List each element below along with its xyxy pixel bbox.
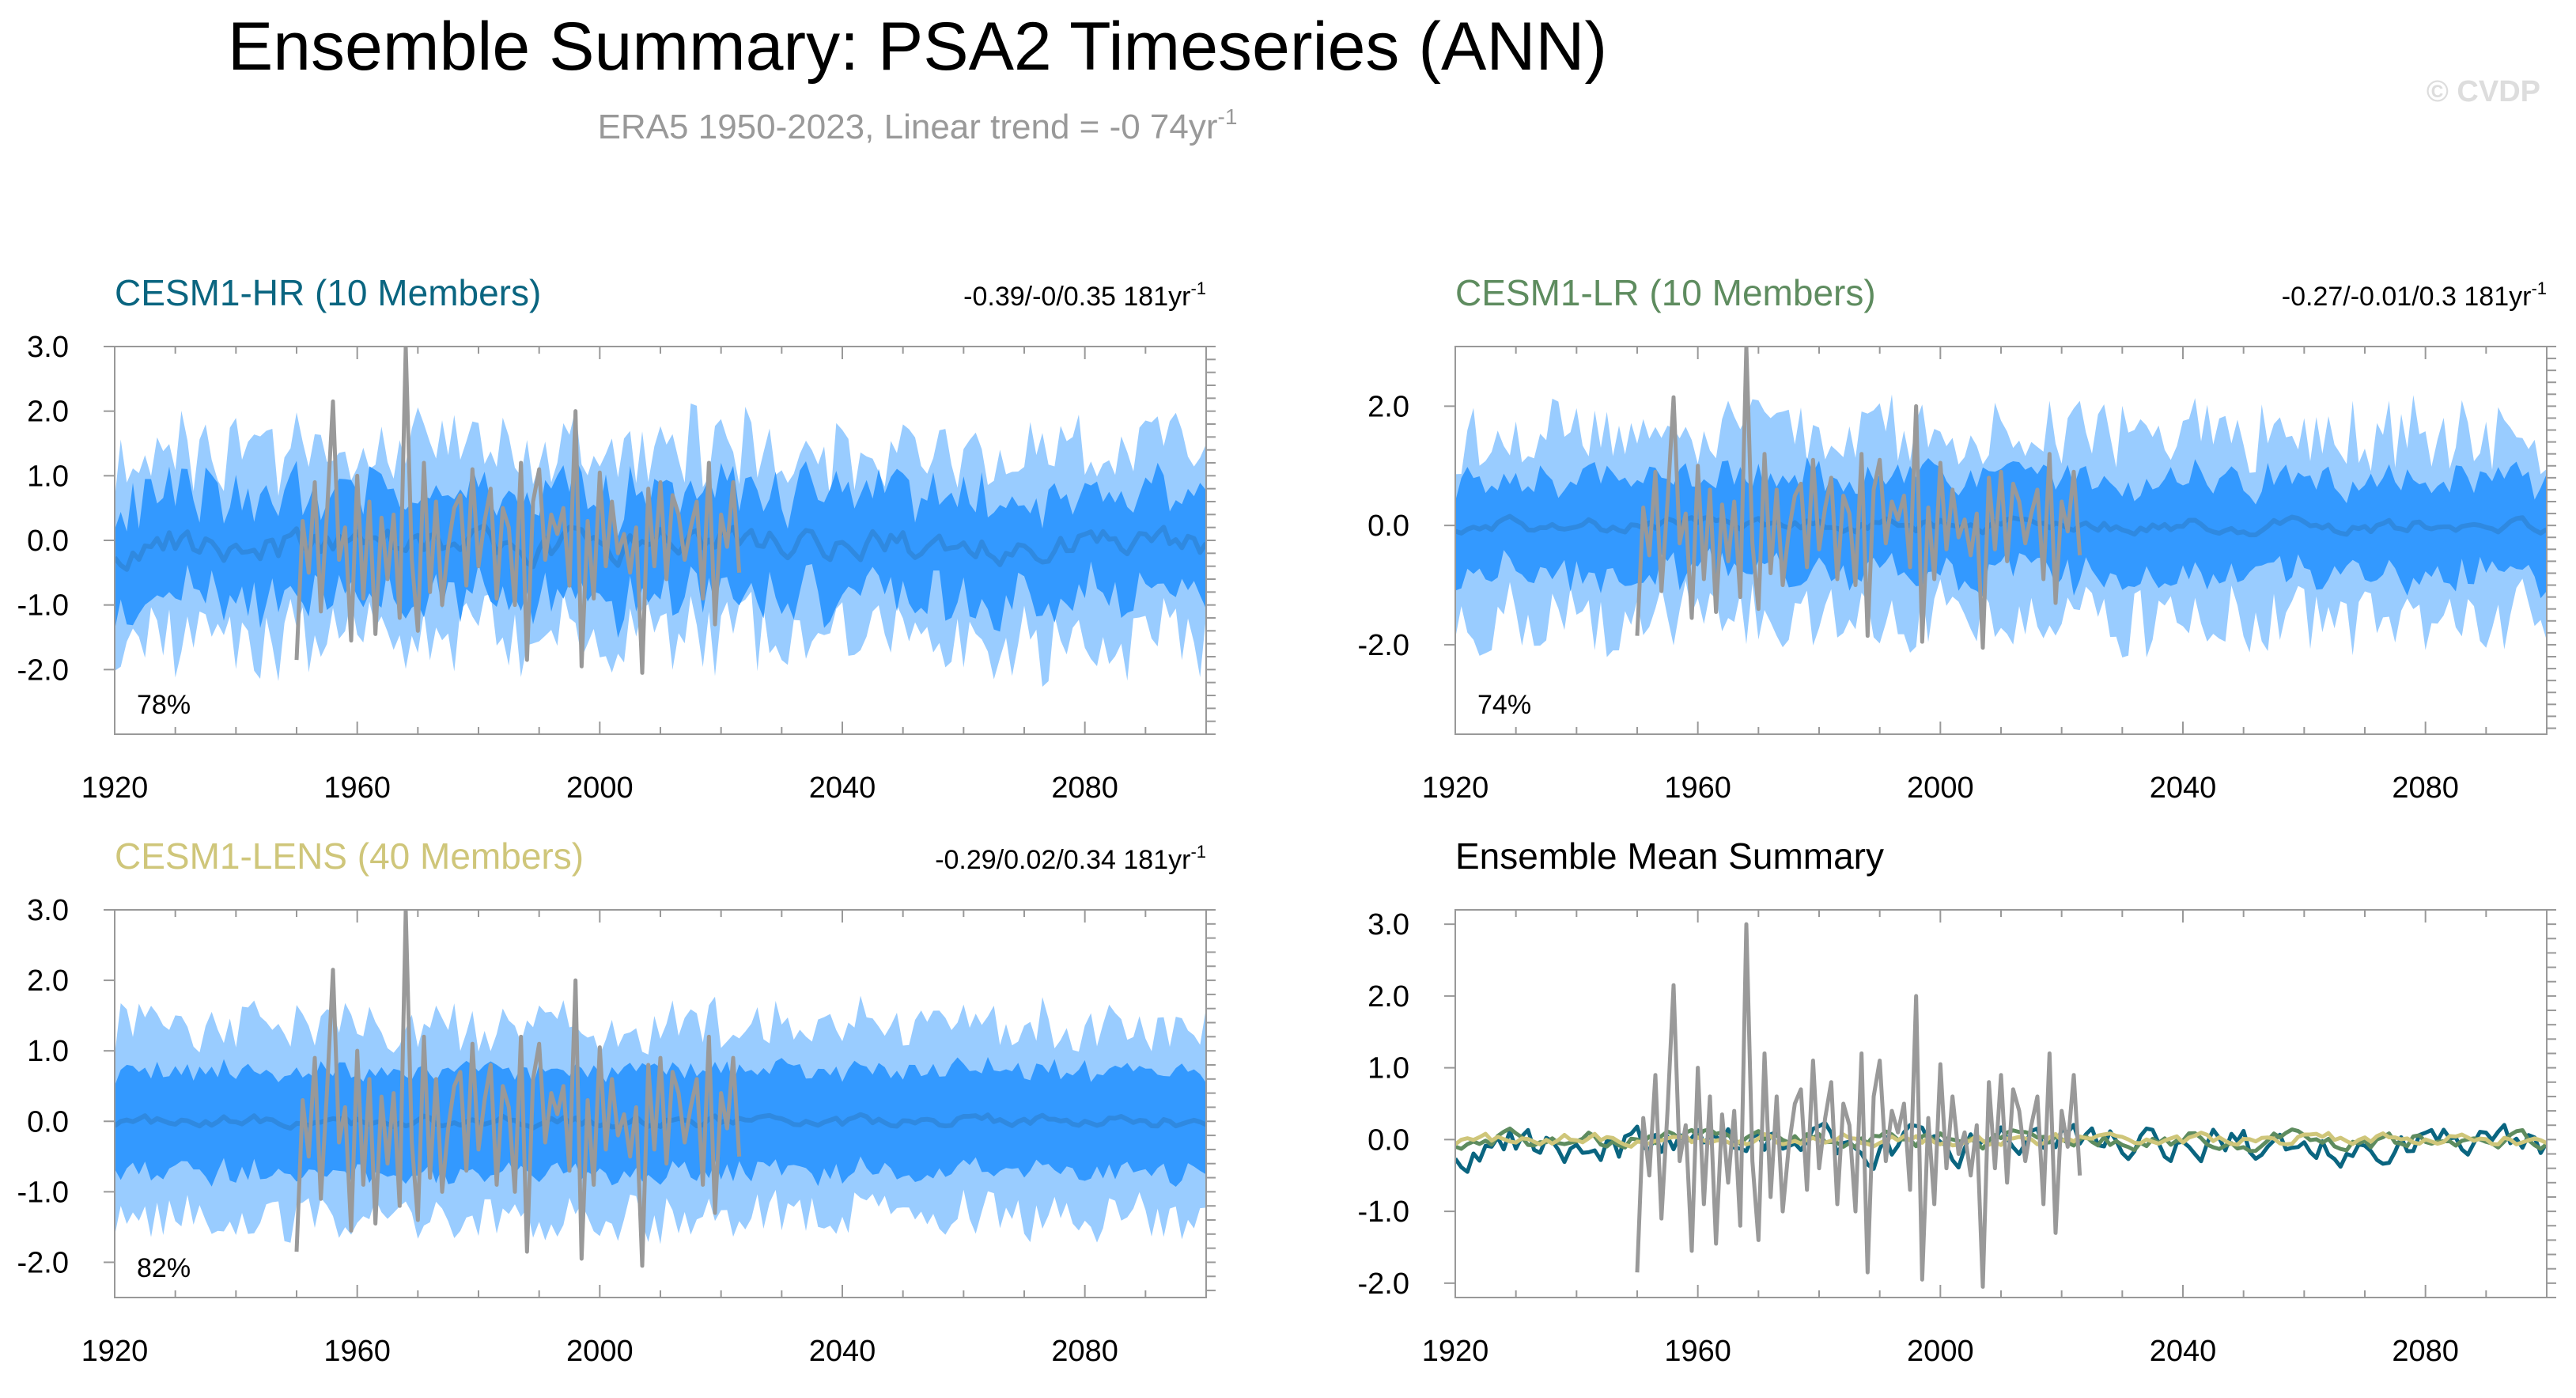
panel-4: 1920 1960 2000 2040 2080 3.0 2.0 1.0 0.0 -1.0 -2.0… — [1358, 835, 2556, 1368]
panel-2: 1920 1960 2000 2040 2080 2.0 0.0 -2.0 CESM1-LR (… — [1358, 272, 2556, 805]
x-tick-label: 2040 — [2150, 771, 2217, 805]
page-subtitle-sup: -1 — [1218, 104, 1238, 129]
x-tick-label: 1960 — [1664, 1335, 1731, 1368]
x-tick-label: 1920 — [81, 1335, 149, 1368]
x-tick-label: 1920 — [1422, 1335, 1489, 1368]
series-line-cesm1-hr — [1455, 1120, 2547, 1174]
panel-title: CESM1-LR (10 Members) — [1455, 272, 1876, 313]
x-tick-label: 2080 — [2392, 1335, 2459, 1368]
x-tick-label: 1920 — [1422, 771, 1489, 805]
series-line-cesm1-lr — [1455, 1126, 2547, 1154]
trend-label: -0.39/-0/0.35 181yr-1 — [963, 278, 1206, 312]
page-title: Ensemble Summary: PSA2 Timeseries (ANN) — [228, 9, 1607, 85]
page-subtitle: ERA5 1950-2023, Linear trend = -0 74yr-1 — [598, 104, 1238, 146]
observation-line — [294, 347, 742, 675]
trend-label: -0.27/-0.01/0.3 181yr-1 — [2282, 278, 2547, 312]
trend-label-sup: -1 — [1190, 842, 1206, 862]
y-tick-label: 0.0 — [1367, 1123, 1409, 1157]
trend-label: -0.29/0.02/0.34 181yr-1 — [935, 842, 1206, 875]
y-tick-label: 1.0 — [1367, 1052, 1409, 1085]
panel-title: CESM1-HR (10 Members) — [115, 272, 541, 313]
ensemble-mean-line — [115, 522, 1206, 572]
percent-label: 74% — [1477, 690, 1531, 720]
page-subtitle-text: ERA5 1950-2023, Linear trend = -0 74yr — [598, 108, 1218, 146]
plot-area — [115, 347, 1206, 687]
observation-line — [294, 910, 742, 1268]
plot-area — [1455, 347, 2547, 657]
panel-3: 1920 1960 2000 2040 2080 3.0 2.0 1.0 0.0 -1.0 -2.0… — [17, 835, 1216, 1368]
watermark: © CVDP — [2427, 75, 2540, 108]
y-tick-label: -1.0 — [1358, 1195, 1409, 1229]
observation-line — [1635, 922, 2082, 1289]
y-tick-label: 3.0 — [27, 894, 69, 927]
y-tick-label: 3.0 — [1367, 908, 1409, 941]
x-tick-label: 1960 — [323, 771, 391, 805]
panel-title: CESM1-LENS (40 Members) — [115, 835, 584, 877]
x-tick-label: 1960 — [323, 1335, 391, 1368]
trend-label-sup: -1 — [2531, 278, 2547, 298]
trend-label-sup: -1 — [1190, 278, 1206, 298]
y-tick-label: -1.0 — [17, 1176, 69, 1209]
y-tick-label: -1.0 — [17, 589, 69, 623]
y-tick-label: 0.0 — [27, 1105, 69, 1138]
x-tick-label: 2080 — [1051, 771, 1118, 805]
y-tick-label: 2.0 — [1367, 390, 1409, 423]
x-tick-label: 2000 — [566, 771, 634, 805]
y-tick-label: 0.0 — [27, 525, 69, 558]
x-tick-label: 2000 — [1907, 1335, 1974, 1368]
y-tick-label: 2.0 — [1367, 980, 1409, 1013]
plot-area — [115, 910, 1206, 1268]
x-tick-label: 2040 — [809, 771, 876, 805]
y-tick-label: 0.0 — [1367, 510, 1409, 543]
x-tick-label: 1920 — [81, 771, 149, 805]
panel-title: Ensemble Mean Summary — [1455, 835, 1884, 877]
trend-label-text: -0.29/0.02/0.34 181yr — [935, 845, 1190, 875]
y-tick-label: 3.0 — [27, 331, 69, 364]
series-line-cesm1-lens — [1455, 1131, 2547, 1149]
y-tick-label: 2.0 — [27, 964, 69, 998]
panel-1: 1920 1960 2000 2040 2080 3.0 2.0 1.0 0.0 -1.0 -2.0… — [17, 272, 1216, 805]
ensemble-mean-line — [115, 1112, 1206, 1131]
panels: 1920 1960 2000 2040 2080 3.0 2.0 1.0 0.0 -1.0 -2.0… — [17, 272, 2556, 1368]
x-tick-label: 1960 — [1664, 771, 1731, 805]
y-tick-label: -2.0 — [1358, 1267, 1409, 1301]
y-tick-label: 1.0 — [27, 1035, 69, 1068]
x-tick-label: 2080 — [1051, 1335, 1118, 1368]
y-tick-label: -2.0 — [1358, 629, 1409, 662]
x-tick-label: 2040 — [809, 1335, 876, 1368]
y-tick-label: -2.0 — [17, 654, 69, 687]
x-tick-label: 2000 — [566, 1335, 634, 1368]
x-tick-label: 2000 — [1907, 771, 1974, 805]
y-tick-label: -2.0 — [17, 1246, 69, 1279]
percent-label: 78% — [137, 690, 191, 720]
y-tick-label: 1.0 — [27, 460, 69, 493]
plot-area — [1455, 922, 2547, 1289]
trend-label-text: -0.27/-0.01/0.3 181yr — [2282, 282, 2532, 312]
percent-label: 82% — [137, 1253, 191, 1283]
x-tick-label: 2040 — [2150, 1335, 2217, 1368]
inner-band-area — [115, 457, 1206, 638]
ensemble-mean-line — [1455, 513, 2547, 538]
observation-line — [1635, 347, 2082, 650]
x-tick-label: 2080 — [2392, 771, 2459, 805]
y-tick-label: 2.0 — [27, 396, 69, 429]
trend-label-text: -0.39/-0/0.35 181yr — [963, 282, 1190, 312]
